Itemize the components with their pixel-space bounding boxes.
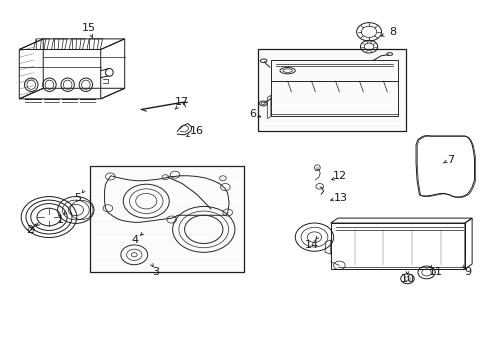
Text: 14: 14 bbox=[304, 240, 318, 250]
Text: 1: 1 bbox=[57, 215, 63, 225]
Text: 3: 3 bbox=[152, 267, 159, 278]
Text: 5: 5 bbox=[74, 193, 81, 203]
Text: 11: 11 bbox=[428, 267, 442, 278]
Text: 8: 8 bbox=[389, 27, 396, 37]
Text: 9: 9 bbox=[463, 267, 470, 278]
Text: 4: 4 bbox=[131, 235, 139, 245]
Text: 12: 12 bbox=[333, 171, 346, 181]
Bar bbox=[257, 49, 406, 131]
Text: 7: 7 bbox=[446, 154, 453, 165]
Text: 16: 16 bbox=[189, 126, 203, 136]
Text: 2: 2 bbox=[26, 225, 33, 235]
Text: 17: 17 bbox=[175, 98, 189, 107]
Text: 6: 6 bbox=[249, 109, 256, 119]
Bar bbox=[90, 166, 243, 272]
Text: 13: 13 bbox=[333, 193, 346, 203]
Text: 15: 15 bbox=[81, 23, 96, 33]
Text: 10: 10 bbox=[400, 274, 414, 284]
